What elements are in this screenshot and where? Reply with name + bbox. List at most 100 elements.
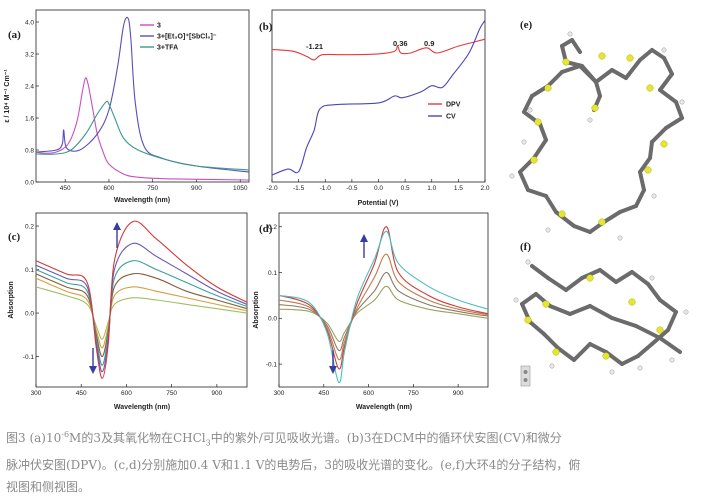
x-tick-label: 300: [31, 390, 42, 397]
sulfur-atom: [626, 54, 634, 62]
sulfur-atom: [591, 104, 599, 112]
bond: [634, 188, 646, 208]
panel-c-yticks: -0.1 0.0 0.1 0.2: [23, 223, 39, 361]
panel-c-series-2: [35, 277, 248, 349]
bond: [634, 324, 662, 340]
panel-d-label: (d): [259, 223, 273, 235]
bond: [542, 332, 560, 350]
panel-a-series: [35, 16, 250, 181]
bond: [602, 210, 622, 224]
bond: [658, 298, 678, 314]
panel-a-series-3: [35, 100, 250, 171]
bond: [620, 354, 640, 366]
legend-label-oxidant: 3+[Et₃O]⁺[SbCl₆]⁻: [157, 34, 217, 41]
bond: [556, 346, 576, 362]
sulfur-atom: [646, 84, 654, 92]
bond: [518, 170, 530, 192]
sulfur-atom: [524, 316, 532, 324]
legend-label-tfa: 3+TFA: [157, 45, 178, 52]
panel-f-label: (f): [520, 241, 531, 253]
x-tick-label: -1.0: [320, 185, 332, 192]
sulfur-atom: [534, 118, 542, 126]
y-tick-label: 0.0: [268, 316, 277, 323]
annotation-09: 0.9: [424, 39, 434, 48]
caption-part: M的3及其氧化物在CHCl: [69, 431, 206, 445]
x-tick-label: 600: [363, 390, 374, 397]
bond: [544, 194, 558, 214]
bond: [572, 342, 592, 362]
sulfur-atom: [602, 352, 610, 360]
bond: [588, 304, 614, 320]
hydrogen-atom: [525, 259, 531, 265]
bond: [530, 264, 550, 280]
bond: [594, 80, 602, 98]
bond: [588, 342, 608, 354]
sulfur-atom: [530, 156, 538, 164]
bond: [664, 116, 684, 130]
panel-b-series-1: [271, 38, 486, 61]
hydrogen-atom: [527, 107, 533, 113]
hydrogen-atom: [669, 357, 675, 363]
scale-icon: [520, 365, 531, 387]
bond: [662, 56, 674, 76]
panel-c-series: [35, 220, 248, 379]
panel-a-series-1: [35, 77, 250, 181]
molecule-side-view-image: [513, 259, 689, 375]
bond: [674, 100, 684, 120]
panel-d-xticks: 300 450 600 750 900: [274, 384, 464, 397]
x-tick-label: 600: [104, 185, 115, 192]
y-tick-label: 4.0: [25, 19, 34, 26]
bond: [538, 122, 548, 142]
hydrogen-atom: [617, 235, 623, 241]
x-tick-label: 900: [453, 390, 464, 397]
panel-e: (e): [509, 19, 685, 241]
panel-d: (d) Wavelength (nm) Absorption 300 450 600…: [253, 212, 489, 411]
caption-line-2: 脉冲伏安图(DPV)。(c,d)分别施加0.4 V和1.1 V的电势后，3的吸收…: [6, 458, 581, 473]
panel-d-series-1: [278, 285, 489, 342]
bond: [572, 224, 592, 234]
y-tick-label: -0.1: [266, 361, 278, 368]
x-tick-label: 900: [191, 185, 202, 192]
caption-sub: 3: [205, 438, 211, 448]
bond: [618, 204, 638, 214]
x-tick-label: 2.0: [480, 185, 489, 192]
x-tick-label: 1.5: [454, 185, 463, 192]
bond: [532, 138, 548, 160]
x-tick-label: 600: [121, 390, 132, 397]
legend-label-3: 3: [157, 23, 161, 30]
bond: [658, 72, 674, 92]
y-tick-label: 0.2: [25, 223, 34, 230]
y-tick-label: 0.1: [25, 267, 34, 274]
bond: [610, 68, 628, 80]
sulfur-atom: [644, 166, 652, 174]
bond: [522, 94, 534, 114]
panel-b-series: [271, 20, 486, 176]
panel-c-label: (c): [8, 231, 21, 243]
panel-d-xlabel: Wavelength (nm): [356, 404, 412, 411]
bond: [568, 304, 592, 316]
hydrogen-atom: [545, 227, 551, 233]
sulfur-atom: [598, 218, 606, 226]
hydrogen-atom: [513, 297, 519, 303]
hydrogen-atom: [549, 363, 555, 369]
bond: [638, 156, 652, 174]
bond: [546, 276, 568, 292]
caption-part: 中的紫外/可见吸收光谱。(b)3在DCM中的循环伏安图(CV)和微分: [210, 431, 562, 445]
panel-c-series-6: [35, 220, 248, 379]
panel-d-yticks: -0.1 0.0 0.1 0.2: [266, 224, 282, 368]
sulfur-atom: [598, 52, 606, 60]
down-arrow-icon: [89, 348, 97, 374]
sulfur-atom: [656, 326, 664, 334]
y-tick-label: 3.2: [25, 51, 34, 58]
panel-c: (c) Wavelength (nm) Absorption 300 450 600…: [8, 212, 248, 411]
y-tick-label: 0.8: [25, 147, 34, 154]
hydrogen-atom: [521, 139, 527, 145]
sulfur-atom: [558, 210, 566, 218]
y-tick-label: 0.0: [25, 310, 34, 317]
bond: [548, 304, 572, 316]
bond: [520, 292, 538, 306]
figure-caption: 图3 (a)10-6M的3及其氧化物在CHCl3中的紫外/可见吸收光谱。(b)3…: [6, 424, 698, 498]
caption-line-1: 图3 (a)10-6M的3及其氧化物在CHCl3中的紫外/可见吸收光谱。(b)3…: [6, 424, 698, 454]
x-tick-label: 450: [60, 185, 71, 192]
legend-label-dpv: DPV: [446, 102, 461, 109]
